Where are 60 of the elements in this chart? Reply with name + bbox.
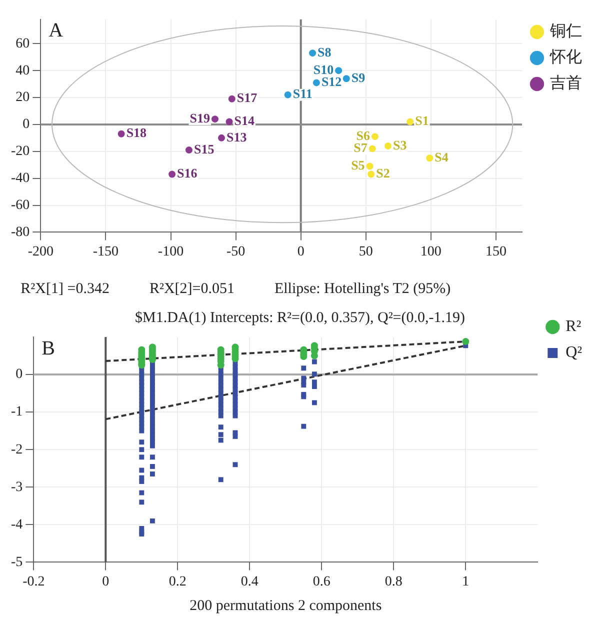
x-tick-label: 0.6 bbox=[312, 574, 330, 590]
text: R²X[1] =0.342 bbox=[20, 280, 110, 297]
legend-label: Q² bbox=[566, 344, 582, 362]
y-tick-label: -5 bbox=[10, 554, 23, 570]
annotation: S10 bbox=[313, 62, 334, 77]
y-tick-label: -2 bbox=[10, 442, 23, 458]
x-tick-label: -200 bbox=[28, 244, 54, 260]
x-tick-label: 100 bbox=[420, 244, 442, 260]
x-tick-label: 1 bbox=[462, 574, 470, 590]
annotation: S14 bbox=[234, 113, 256, 128]
annotation: S6 bbox=[356, 128, 370, 143]
annotation: S8 bbox=[318, 44, 332, 60]
y-tick-label: -40 bbox=[10, 171, 30, 186]
annotation: S16 bbox=[177, 166, 198, 181]
annotation: S3 bbox=[393, 137, 408, 152]
y-tick-label: -60 bbox=[10, 198, 30, 213]
annotation: S1 bbox=[415, 113, 429, 128]
text: Ellipse: Hotelling's T2 (95%) bbox=[274, 280, 451, 297]
annotation: S7 bbox=[354, 140, 368, 156]
annotation: B bbox=[42, 337, 56, 360]
annotation: S13 bbox=[226, 129, 248, 144]
y-tick-label: -4 bbox=[10, 517, 23, 532]
x-tick-label: -100 bbox=[158, 244, 184, 260]
x-tick-label: -150 bbox=[92, 244, 119, 260]
y-tick-label: 0 bbox=[22, 117, 30, 132]
y-tick-label: 0 bbox=[16, 367, 23, 382]
annotation: S2 bbox=[376, 166, 390, 181]
y-tick-label: -80 bbox=[10, 224, 30, 240]
annotation: S4 bbox=[434, 149, 449, 164]
legend-label: R² bbox=[566, 318, 582, 336]
x-tick-label: -50 bbox=[226, 244, 246, 260]
annotation: S9 bbox=[351, 70, 366, 86]
annotation: S11 bbox=[292, 86, 312, 102]
x-tick-label: 50 bbox=[358, 244, 373, 260]
legend-label: 吉首 bbox=[550, 74, 582, 92]
annotation: S15 bbox=[194, 141, 215, 156]
legend-label: 怀化 bbox=[549, 49, 582, 66]
annotation: S12 bbox=[321, 74, 342, 90]
y-tick-label: 60 bbox=[16, 36, 30, 52]
annotation: S5 bbox=[351, 158, 366, 173]
annotation: S18 bbox=[126, 125, 148, 140]
y-tick-label: -20 bbox=[10, 144, 30, 160]
x-tick-label: 0 bbox=[297, 244, 304, 260]
x-tick-label: 0.2 bbox=[168, 574, 186, 590]
chart-title: $M1.DA(1) Intercepts: R²=(0.0, 0.357), Q²=(0.0,-1.19) bbox=[134, 310, 466, 326]
y-tick-label: -1 bbox=[10, 404, 23, 420]
x-tick-label: -0.2 bbox=[22, 574, 45, 590]
x-tick-label: 0.4 bbox=[240, 574, 258, 590]
x-tick-label: 0 bbox=[102, 574, 110, 590]
annotation: S19 bbox=[190, 110, 210, 126]
x-tick-label: 150 bbox=[485, 244, 506, 260]
x-tick-label: 0.8 bbox=[384, 574, 402, 590]
text: R²X[2]=0.051 bbox=[149, 280, 234, 297]
annotation: S17 bbox=[236, 90, 258, 106]
x-axis-title: 200 permutations 2 components bbox=[190, 598, 382, 614]
y-tick-label: -3 bbox=[10, 480, 23, 495]
y-tick-label: 20 bbox=[16, 90, 30, 106]
legend-label: 铜仁 bbox=[549, 23, 582, 40]
annotation: A bbox=[48, 20, 64, 42]
y-tick-label: 40 bbox=[16, 63, 30, 78]
